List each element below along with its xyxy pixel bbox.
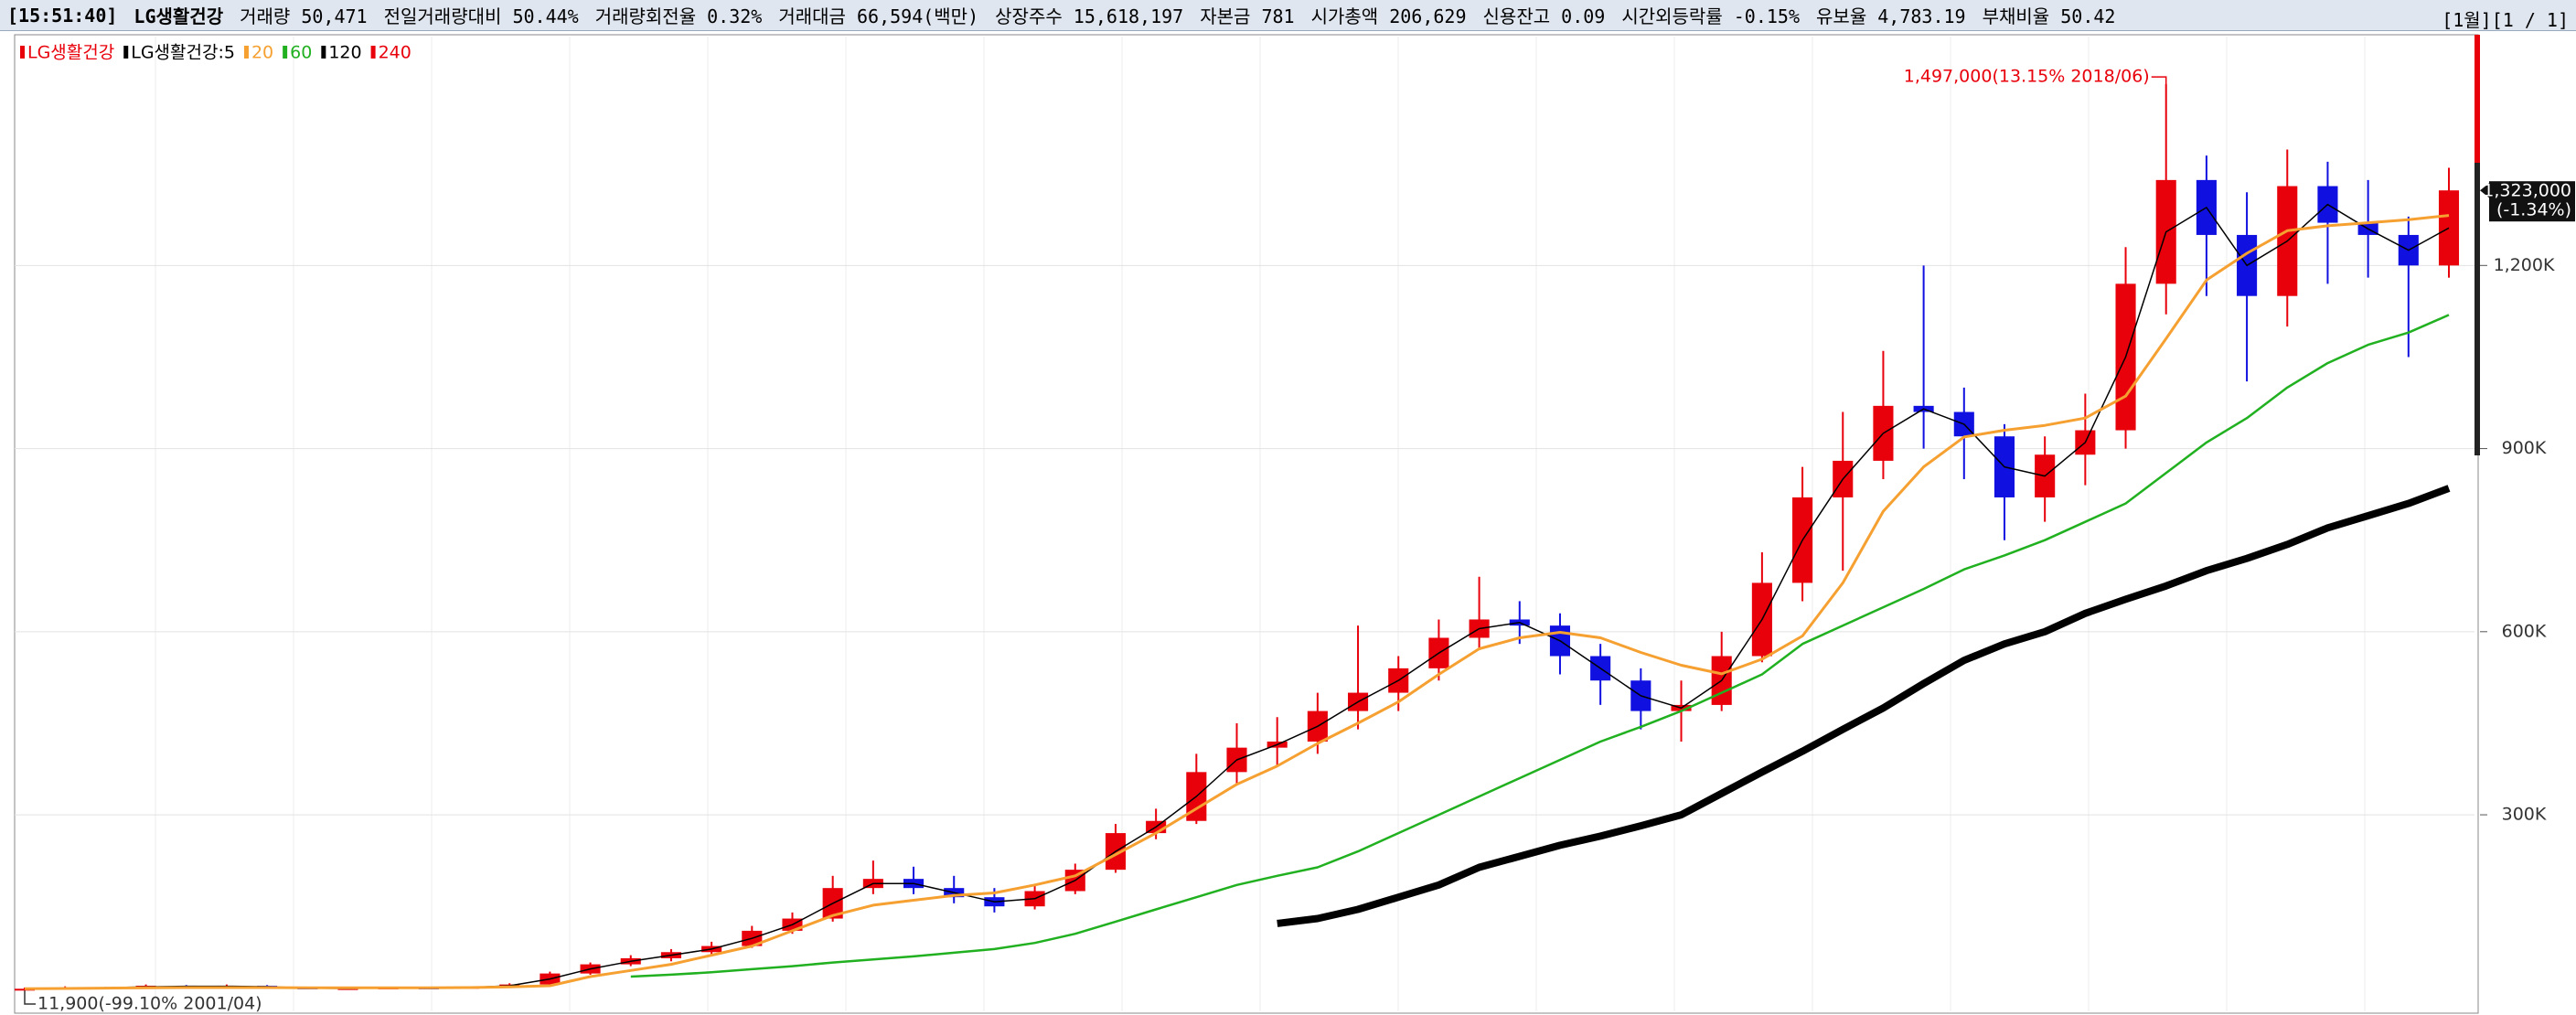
legend-swatch [123, 46, 129, 59]
info-item: 유보율 4,783.19 [1816, 5, 1966, 27]
info-item: 시가총액 206,629 [1310, 5, 1467, 27]
legend-label: 240 [379, 43, 412, 63]
legend-label: LG생활건강 [27, 43, 114, 63]
legend-swatch [20, 46, 25, 59]
info-item: 상장주수 15,618,197 [995, 5, 1184, 27]
plot-frame [14, 34, 2479, 1014]
high-arrow [2151, 76, 2167, 87]
ma-line [1277, 485, 2451, 927]
current-price-box [2489, 181, 2575, 222]
info-item: LG생활건강 [134, 5, 224, 27]
low-arrow [24, 990, 36, 1005]
current-change: (-1.34%) [2496, 200, 2571, 220]
info-item: 거래량회전율 0.32% [594, 5, 763, 27]
legend-label: 120 [328, 43, 361, 63]
y-tick-label: 900K [2502, 438, 2547, 458]
ma-line [630, 314, 2450, 978]
low-annotation: 11,900(-99.10% 2001/04) [37, 994, 262, 1014]
info-item: [15:51:40] [7, 4, 118, 27]
y-tick-label: 600K [2502, 621, 2547, 641]
ma-line [24, 214, 2450, 990]
candle-body [14, 988, 36, 991]
info-item: 거래량 50,471 [240, 5, 368, 27]
legend-label: 20 [251, 43, 273, 63]
info-item: 부채비율 50.42 [1982, 5, 2116, 27]
info-item: 시간외등락률 -0.15% [1621, 5, 1801, 27]
y-tick-label: 300K [2502, 805, 2547, 825]
side-bar-red [2474, 35, 2480, 163]
y-tick-label: 1,200K [2494, 255, 2555, 275]
current-price: 1,323,000 [2483, 181, 2571, 201]
info-item: 자본금 781 [1200, 5, 1295, 27]
legend-label: 60 [290, 43, 312, 63]
side-bar [2474, 35, 2480, 455]
candle-body [2438, 190, 2460, 266]
legend-label: LG생활건강:5 [131, 43, 235, 63]
high-annotation: 1,497,000(13.15% 2018/06) [1904, 67, 2150, 87]
legend-swatch [321, 46, 326, 59]
info-item: 거래대금 66,594(백만) [778, 5, 979, 27]
legend-swatch [370, 46, 376, 59]
legend-swatch [283, 46, 288, 59]
info-item: 전일거래량대비 50.44% [383, 5, 579, 27]
chart: 300K 600K 900K 1,200K LG생활건강 LG생활건강:5 20 60 120 2… [14, 34, 2575, 1014]
current-pointer [2480, 183, 2489, 198]
legend-swatch [243, 46, 249, 59]
info-bar: [15:51:40] LG생활건강 거래량 50,471 전일거래량대비 50.44%… [0, 0, 2576, 31]
info-item: 신용잔고 0.09 [1482, 5, 1606, 27]
page-indicator: [1월][1 / 1] [2442, 9, 2569, 31]
